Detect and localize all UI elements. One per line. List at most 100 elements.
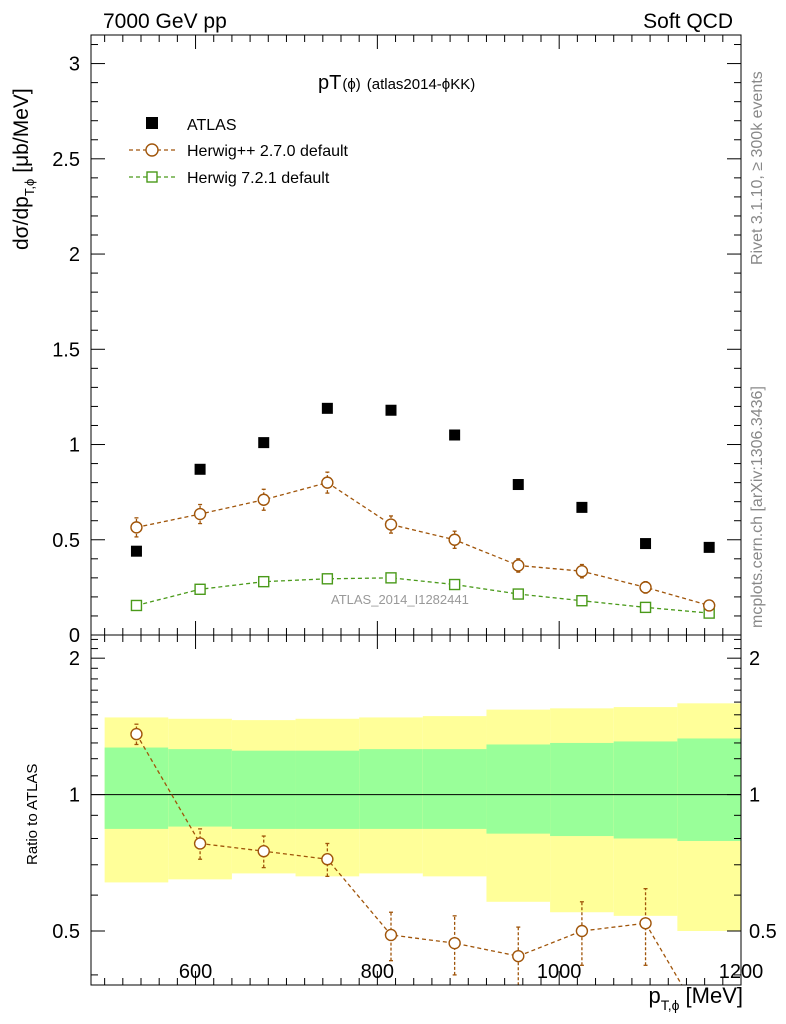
main-panel: 0 0.5 1 1.5 2 2.5 3 pT(ϕ) (atlas2014-ϕKK) dσ/dp… xyxy=(10,34,742,647)
atlas-point xyxy=(576,501,588,513)
header-right: Soft QCD xyxy=(643,10,733,33)
main-axis-ticks xyxy=(91,35,742,636)
herwigpp-point xyxy=(575,564,589,578)
chart-title-phi: (ϕ) xyxy=(342,76,360,93)
ratio-band-inner xyxy=(104,747,169,829)
herwigpp-point xyxy=(448,533,461,546)
herwig7-point xyxy=(512,588,524,600)
atlas-point xyxy=(321,402,333,414)
atlas-point xyxy=(449,429,461,441)
ratio-point xyxy=(575,924,589,938)
atlas-point xyxy=(385,404,397,416)
ratio-y-tick-label-right: 0.5 xyxy=(749,921,777,943)
chart-title-tag: (atlas2014-ϕKK) xyxy=(367,76,475,93)
ratio-axis-ticks xyxy=(91,635,742,985)
ratio-point xyxy=(384,928,398,942)
atlas-point xyxy=(194,463,206,475)
ratio-band-inner xyxy=(422,749,487,829)
series-line-herwigpp xyxy=(136,481,710,607)
herwigpp-point xyxy=(193,507,207,521)
ratio-point xyxy=(321,853,334,866)
main-y-tick-label: 2 xyxy=(69,244,80,266)
ratio-band-inner xyxy=(677,738,741,841)
atlas-point xyxy=(703,541,715,553)
main-y-tick-label: 0.5 xyxy=(52,530,80,552)
x-axis-label: pT,ϕ [MeV] xyxy=(649,983,743,1013)
ratio-y-tick-label: 2 xyxy=(69,648,80,670)
legend-label-herwig7: Herwig 7.2.1 default xyxy=(187,170,330,187)
x-tick-label: 1000 xyxy=(537,961,582,983)
main-y-tick-label: 2.5 xyxy=(52,149,80,171)
herwigpp-point xyxy=(639,581,652,594)
ratio-point xyxy=(257,844,270,858)
ratio-y-tick-label-right: 2 xyxy=(749,648,760,670)
herwigpp-point xyxy=(384,518,398,531)
ratio-point xyxy=(512,949,525,963)
legend-marker-atlas xyxy=(146,117,158,129)
chart-title-main: pT xyxy=(318,72,341,94)
y-label-unit: [μb/MeV] xyxy=(10,88,33,172)
ratio-band-inner xyxy=(613,741,678,839)
chart-title: pT(ϕ) (atlas2014-ϕKK) xyxy=(318,72,475,94)
herwig7-point xyxy=(321,573,334,585)
main-y-tick-label: 1 xyxy=(69,435,80,457)
herwig7-point xyxy=(194,583,206,595)
legend-label-herwigpp: Herwig++ 2.7.0 default xyxy=(187,143,349,160)
herwig7-point xyxy=(385,572,397,584)
herwigpp-point xyxy=(321,476,334,489)
ratio-band-inner xyxy=(168,749,232,827)
ratio-uncertainty-bands xyxy=(91,703,741,931)
analysis-watermark: ATLAS_2014_I1282441 xyxy=(331,592,469,607)
main-plot-area xyxy=(130,402,716,619)
main-y-tick-label: 0 xyxy=(69,625,80,647)
legend-marker-herwigpp xyxy=(145,143,159,157)
ratio-band-inner xyxy=(359,749,423,829)
main-y-tick-label: 1.5 xyxy=(52,339,80,361)
x-tick-label: 800 xyxy=(361,961,394,983)
atlas-point xyxy=(640,538,652,550)
x-tick-label: 1200 xyxy=(719,961,764,983)
main-y-tick-labels: 0 0.5 1 1.5 2 2.5 3 xyxy=(52,54,80,647)
herwigpp-point xyxy=(512,559,525,572)
ratio-frame xyxy=(90,634,742,986)
x-tick-label: 600 xyxy=(179,961,212,983)
ratio-band-inner xyxy=(550,742,614,837)
ratio-y-axis-label: Ratio to ATLAS xyxy=(24,764,41,865)
ratio-point xyxy=(130,727,143,741)
series-line-herwig7 xyxy=(136,577,710,614)
ratio-point xyxy=(448,936,461,950)
herwigpp-point xyxy=(130,521,143,534)
rivet-label: Rivet 3.1.10, ≥ 300k events xyxy=(749,71,766,265)
x-label-sub: T,ϕ xyxy=(661,997,680,1013)
legend-label-atlas: ATLAS xyxy=(187,117,237,134)
ratio-band-inner xyxy=(486,744,551,834)
ratio-point xyxy=(193,837,207,850)
ratio-band-inner xyxy=(295,750,360,829)
header-left: 7000 GeV pp xyxy=(103,10,227,33)
main-y-tick-label: 3 xyxy=(69,54,80,76)
ratio-point xyxy=(639,917,652,930)
y-label-main: dσ/dp xyxy=(10,196,33,250)
main-y-axis-label: dσ/dpT,ϕ [μb/MeV] xyxy=(10,88,37,250)
ratio-y-tick-label: 1 xyxy=(69,785,80,807)
ratio-y-tick-label: 0.5 xyxy=(52,921,80,943)
herwig7-point xyxy=(258,575,270,588)
legend-marker-herwig7 xyxy=(146,171,158,183)
y-label-sub: T,ϕ xyxy=(22,179,37,196)
herwigpp-point xyxy=(702,599,716,612)
ratio-y-tick-label-right: 1 xyxy=(749,785,760,807)
ratio-plot-area xyxy=(130,723,683,985)
atlas-point xyxy=(258,437,270,449)
ratio-line-herwigpp xyxy=(135,733,683,985)
x-label-main: p xyxy=(649,983,661,1008)
x-tick-labels: 600 800 1000 1200 xyxy=(179,961,763,983)
ratio-band-inner xyxy=(231,750,296,829)
atlas-point xyxy=(130,545,142,557)
herwig7-point xyxy=(448,578,461,591)
ratio-panel: 0.5 0.5 1 1 2 2 600 800 1000 1200 Ratio to ATLAS… xyxy=(24,634,777,1013)
herwig7-point xyxy=(130,599,143,612)
mcplots-label: mcplots.cern.ch [arXiv:1306.3436] xyxy=(749,386,766,628)
legend: ATLAS Herwig++ 2.7.0 default Herwig 7.2.… xyxy=(129,117,349,187)
herwigpp-point xyxy=(257,493,270,506)
